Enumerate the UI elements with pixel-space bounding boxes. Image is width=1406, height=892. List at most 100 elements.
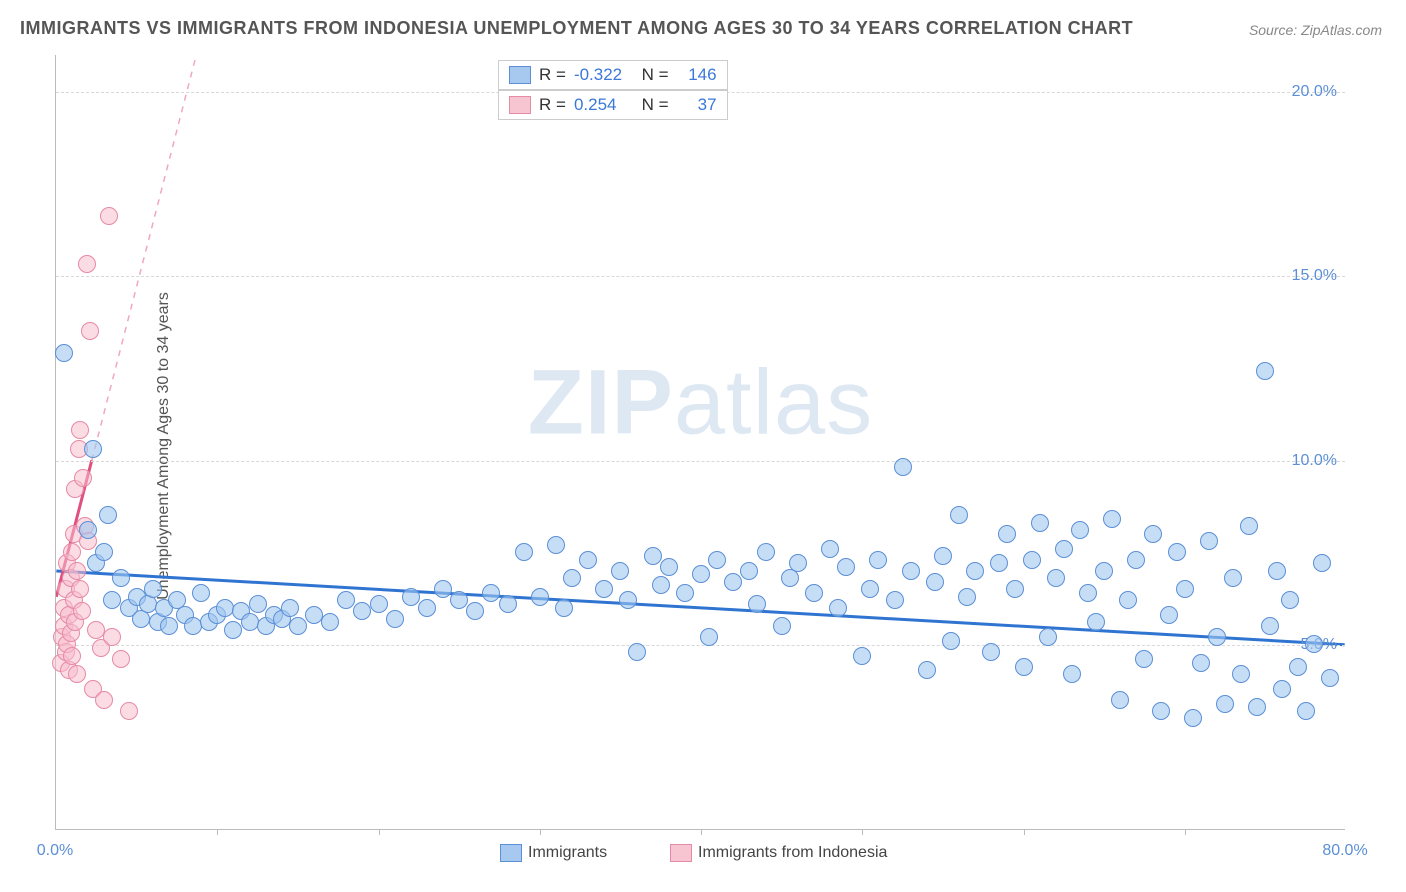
blue-point	[805, 584, 823, 602]
blue-point	[708, 551, 726, 569]
blue-point	[789, 554, 807, 572]
blue-point	[1063, 665, 1081, 683]
blue-point	[1256, 362, 1274, 380]
blue-point	[216, 599, 234, 617]
blue-point	[450, 591, 468, 609]
legend-swatch	[670, 844, 692, 862]
pink-point	[81, 322, 99, 340]
pink-point	[71, 421, 89, 439]
watermark-bold: ZIP	[528, 352, 674, 454]
blue-point	[563, 569, 581, 587]
blue-point	[918, 661, 936, 679]
blue-point	[934, 547, 952, 565]
pink-point	[78, 255, 96, 273]
blue-point	[942, 632, 960, 650]
x-tick-label: 0.0%	[37, 842, 73, 860]
blue-point	[1224, 569, 1242, 587]
blue-point	[619, 591, 637, 609]
plot-area: ZIPatlas 5.0%10.0%15.0%20.0%	[55, 55, 1345, 830]
blue-point	[652, 576, 670, 594]
blue-point	[894, 458, 912, 476]
blue-point	[555, 599, 573, 617]
blue-point	[1232, 665, 1250, 683]
blue-point	[1321, 669, 1339, 687]
blue-point	[1119, 591, 1137, 609]
blue-point	[402, 588, 420, 606]
pink-point	[63, 647, 81, 665]
blue-point	[660, 558, 678, 576]
blue-point	[1071, 521, 1089, 539]
blue-point	[1261, 617, 1279, 635]
stat-r-label: R =	[539, 95, 566, 115]
x-tick-minor	[217, 829, 218, 835]
stat-r-value: 0.254	[574, 95, 629, 115]
blue-point	[241, 613, 259, 631]
legend-swatch	[500, 844, 522, 862]
blue-point	[1127, 551, 1145, 569]
blue-point	[1184, 709, 1202, 727]
blue-point	[1273, 680, 1291, 698]
blue-point	[1305, 635, 1323, 653]
blue-point	[1168, 543, 1186, 561]
blue-point	[289, 617, 307, 635]
blue-point	[982, 643, 1000, 661]
blue-point	[966, 562, 984, 580]
blue-point	[1039, 628, 1057, 646]
blue-point	[547, 536, 565, 554]
pink-point	[68, 665, 86, 683]
blue-point	[628, 643, 646, 661]
blue-point	[990, 554, 1008, 572]
blue-point	[1055, 540, 1073, 558]
stat-r-value: -0.322	[574, 65, 629, 85]
x-tick-minor	[1185, 829, 1186, 835]
chart-title: IMMIGRANTS VS IMMIGRANTS FROM INDONESIA …	[20, 18, 1133, 39]
pink-point	[74, 469, 92, 487]
blue-point	[1047, 569, 1065, 587]
pink-point	[103, 628, 121, 646]
x-tick-minor	[1024, 829, 1025, 835]
pink-point	[68, 562, 86, 580]
blue-point	[1240, 517, 1258, 535]
blue-point	[95, 543, 113, 561]
gridline	[56, 276, 1345, 277]
pink-point	[112, 650, 130, 668]
blue-point	[1160, 606, 1178, 624]
blue-point	[773, 617, 791, 635]
blue-point	[757, 543, 775, 561]
y-tick-label: 15.0%	[1292, 267, 1337, 285]
blue-point	[595, 580, 613, 598]
blue-point	[1095, 562, 1113, 580]
blue-point	[958, 588, 976, 606]
blue-point	[321, 613, 339, 631]
blue-point	[1297, 702, 1315, 720]
blue-point	[950, 506, 968, 524]
blue-point	[99, 506, 117, 524]
x-tick-minor	[862, 829, 863, 835]
blue-point	[611, 562, 629, 580]
blue-point	[84, 440, 102, 458]
x-tick-minor	[701, 829, 702, 835]
blue-point	[861, 580, 879, 598]
blue-point	[1135, 650, 1153, 668]
blue-point	[249, 595, 267, 613]
gridline	[56, 461, 1345, 462]
blue-point	[926, 573, 944, 591]
blue-point	[1087, 613, 1105, 631]
blue-point	[1281, 591, 1299, 609]
stat-n-value: 146	[677, 65, 717, 85]
blue-point	[902, 562, 920, 580]
stat-box: R =-0.322 N =146	[498, 60, 728, 90]
blue-point	[160, 617, 178, 635]
stat-box: R =0.254 N =37	[498, 90, 728, 120]
blue-point	[1111, 691, 1129, 709]
blue-point	[112, 569, 130, 587]
blue-point	[515, 543, 533, 561]
blue-point	[337, 591, 355, 609]
blue-point	[1006, 580, 1024, 598]
blue-point	[531, 588, 549, 606]
pink-point	[100, 207, 118, 225]
blue-point	[748, 595, 766, 613]
x-tick-label: 80.0%	[1322, 842, 1367, 860]
blue-point	[1200, 532, 1218, 550]
blue-point	[998, 525, 1016, 543]
